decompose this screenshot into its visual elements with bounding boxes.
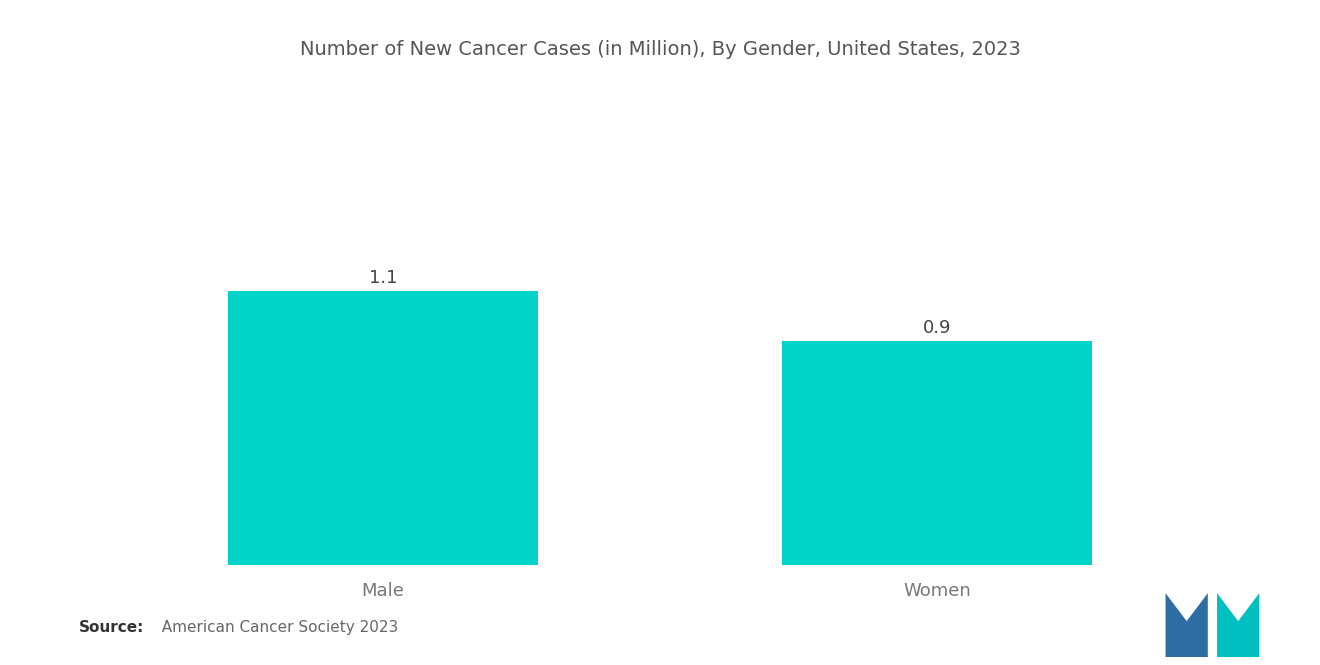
Text: American Cancer Society 2023: American Cancer Society 2023 bbox=[152, 620, 399, 635]
Text: Number of New Cancer Cases (in Million), By Gender, United States, 2023: Number of New Cancer Cases (in Million),… bbox=[300, 40, 1020, 59]
Text: 0.9: 0.9 bbox=[923, 319, 952, 337]
Polygon shape bbox=[1166, 593, 1208, 657]
Polygon shape bbox=[1217, 593, 1259, 657]
Bar bbox=[781, 340, 1093, 565]
Text: Source:: Source: bbox=[79, 620, 145, 635]
Text: 1.1: 1.1 bbox=[368, 269, 397, 287]
Bar bbox=[227, 291, 539, 565]
